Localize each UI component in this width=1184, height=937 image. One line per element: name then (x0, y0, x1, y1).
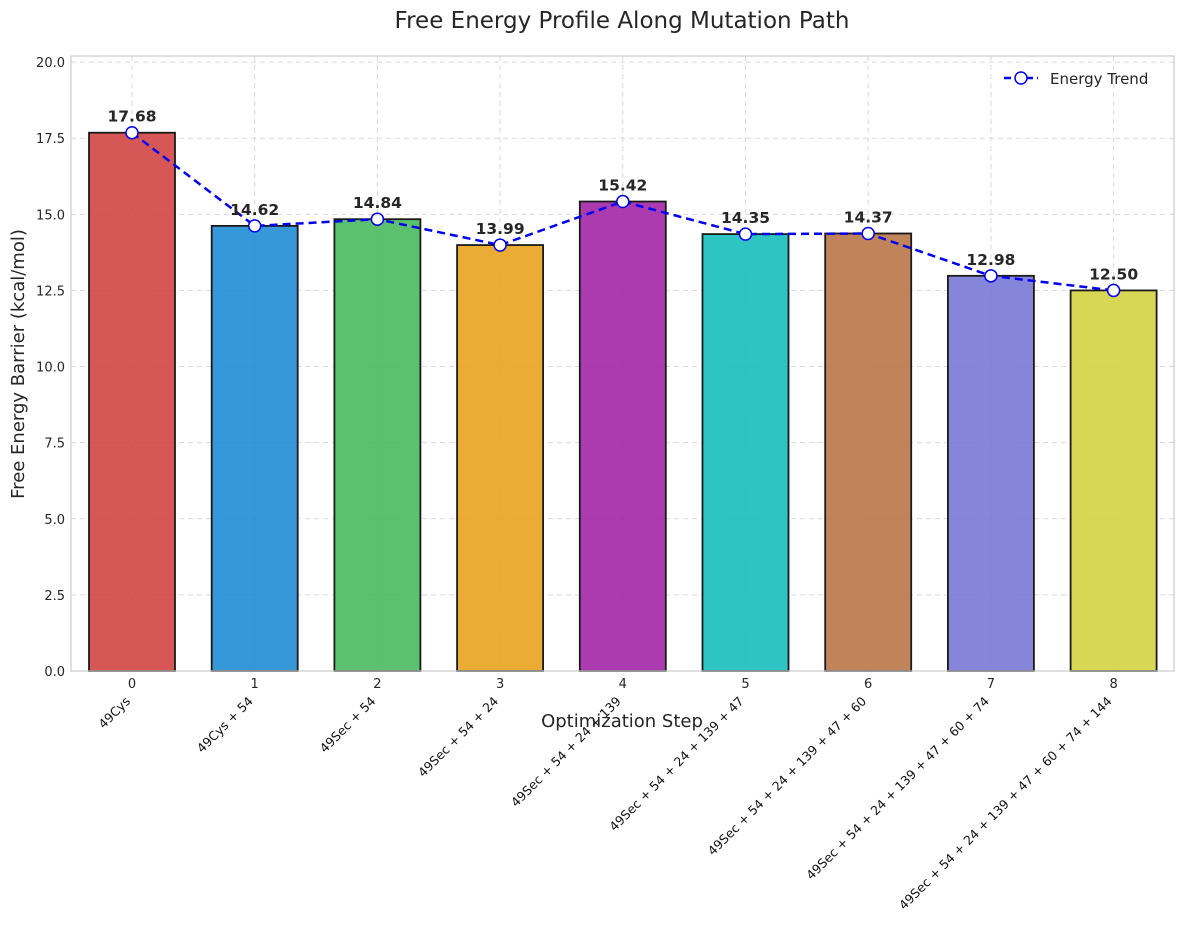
y-tick-label: 2.5 (44, 589, 65, 604)
x-tick-label: 0 (128, 677, 136, 692)
category-label: 49Sec + 54 + 24 (415, 693, 501, 779)
value-label: 17.68 (107, 108, 156, 126)
x-tick-label: 3 (496, 677, 504, 692)
x-tick-label: 8 (1109, 677, 1117, 692)
category-label: 49Cys (95, 694, 133, 732)
legend: Energy Trend (1004, 70, 1148, 88)
value-label: 13.99 (476, 220, 525, 238)
trend-point (125, 125, 139, 140)
y-tick-label: 5.0 (44, 513, 65, 528)
value-label: 14.37 (844, 208, 893, 226)
category-label: 49Sec + 54 (316, 693, 378, 755)
legend-label: Energy Trend (1050, 70, 1148, 88)
trend-point (370, 212, 385, 226)
category-label: 49Sec + 54 + 24 + 139 + 47 + 60 + 74 + 1… (896, 693, 1115, 912)
y-tick-labels: 0.0 2.5 5.0 7.5 10.0 12.5 15.0 17.5 20.0 (36, 56, 65, 680)
value-label: 15.42 (598, 177, 647, 195)
trend-line-layer (125, 125, 1121, 298)
trend-line (131, 131, 1114, 292)
bar (824, 232, 913, 672)
y-axis-label: Free Energy Barrier (kcal/mol) (8, 229, 29, 499)
trend-point (247, 219, 262, 233)
y-tick-label: 20.0 (36, 56, 65, 71)
y-tick-label: 7.5 (44, 437, 65, 452)
y-tick-label: 17.5 (36, 132, 65, 147)
y-tick-label: 15.0 (36, 208, 65, 223)
x-tick-label: 7 (987, 677, 995, 692)
bar (701, 233, 790, 672)
x-tick-label: 5 (741, 677, 749, 692)
bar (88, 131, 176, 672)
trend-point (493, 238, 507, 252)
chart-title: Free Energy Profile Along Mutation Path (395, 8, 850, 34)
value-label: 14.35 (721, 209, 770, 227)
bar (333, 218, 422, 672)
x-tick-label: 6 (864, 677, 872, 692)
value-label: 12.98 (966, 251, 1015, 269)
plot-frame (70, 55, 1175, 672)
value-label: 14.84 (353, 194, 402, 212)
legend-marker (1014, 71, 1028, 85)
bar (1069, 289, 1158, 672)
trend-point (616, 194, 630, 209)
x-tick-label: 4 (619, 677, 627, 692)
category-label: 49Cys + 54 (194, 693, 256, 755)
bar (210, 224, 299, 672)
x-tick-label: 1 (251, 677, 259, 692)
value-label: 12.50 (1089, 265, 1138, 283)
trend-point (984, 269, 998, 283)
y-tick-label: 10.0 (36, 361, 65, 376)
bars (88, 131, 1158, 672)
trend-point (861, 226, 875, 241)
y-tick-label: 0.0 (44, 665, 65, 680)
x-tick-labels: 0 1 2 3 4 5 6 7 8 (128, 677, 1118, 692)
y-tick-label: 12.5 (36, 284, 65, 299)
trend-point (738, 227, 753, 241)
bar (578, 200, 667, 672)
bar (456, 244, 545, 672)
bar (947, 274, 1035, 672)
x-axis-label: Optimization Step (541, 711, 703, 732)
value-labels: 17.68 14.62 14.84 13.99 15.42 14.35 14.37 12.98… (107, 108, 1138, 284)
x-tick-label: 2 (373, 677, 381, 692)
value-label: 14.62 (230, 201, 279, 219)
trend-point (1106, 283, 1121, 298)
